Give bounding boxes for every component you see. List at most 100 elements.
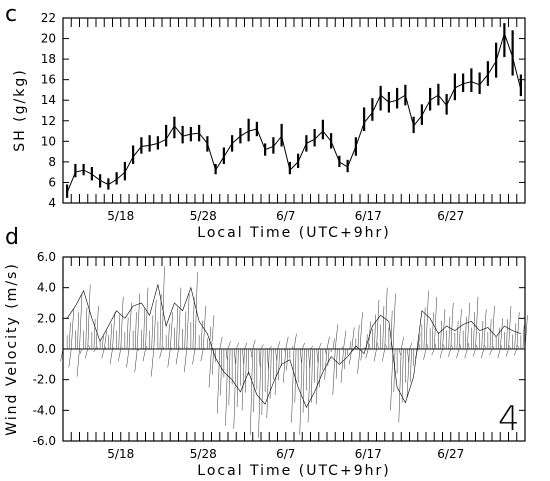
wind-vector bbox=[233, 348, 237, 429]
wind-vector bbox=[192, 348, 196, 365]
wind-vector bbox=[406, 348, 410, 399]
wind-vector bbox=[522, 325, 525, 350]
wind-vector bbox=[516, 312, 520, 350]
y-tick-label: 0.0 bbox=[37, 342, 56, 356]
wind-vector bbox=[244, 342, 248, 350]
wind-vector bbox=[316, 348, 319, 363]
wind-vector bbox=[332, 348, 336, 396]
wind-vector bbox=[128, 302, 132, 350]
wind-vector bbox=[275, 348, 277, 361]
wind-vector bbox=[291, 345, 294, 350]
wind-vector bbox=[497, 348, 501, 359]
wind-vector bbox=[357, 348, 361, 374]
wind-vector bbox=[212, 348, 214, 375]
wind-vector bbox=[113, 347, 115, 350]
x-tick-label: 6/7 bbox=[276, 447, 295, 461]
wind-vector bbox=[434, 343, 437, 350]
wind-vector bbox=[417, 333, 421, 350]
wind-vector bbox=[184, 311, 187, 350]
wind-vector bbox=[473, 312, 475, 350]
wind-vector bbox=[316, 348, 319, 405]
wind-vector bbox=[236, 348, 239, 408]
wind-vector bbox=[87, 284, 91, 350]
wind-vector bbox=[95, 306, 99, 350]
wind-vector bbox=[335, 348, 338, 379]
wind-vector bbox=[179, 346, 181, 350]
wind-vector bbox=[93, 348, 97, 353]
wind-vector bbox=[343, 330, 347, 350]
wind-vector bbox=[137, 293, 140, 350]
wind-vector bbox=[500, 345, 503, 350]
wind-vector bbox=[245, 348, 247, 393]
panel-c-x-tick-labels: 5/18 5/28 6/7 6/17 6/27 bbox=[107, 209, 464, 223]
wind-vector bbox=[308, 348, 310, 369]
wind-vector bbox=[440, 320, 442, 350]
y-tick-label: 16 bbox=[41, 73, 56, 87]
wind-vector bbox=[374, 314, 376, 350]
wind-vector bbox=[252, 339, 256, 350]
wind-vector bbox=[509, 345, 511, 350]
wind-vector bbox=[335, 324, 338, 350]
wind-vector bbox=[200, 348, 204, 362]
wind-vector bbox=[250, 348, 253, 435]
wind-vector bbox=[349, 341, 352, 350]
wind-vector bbox=[219, 336, 223, 350]
y-tick-label: 20 bbox=[41, 32, 56, 46]
wind-vector bbox=[368, 343, 371, 350]
wind-vector bbox=[491, 306, 495, 350]
y-tick-label: 8 bbox=[48, 155, 56, 169]
wind-vector bbox=[431, 348, 435, 356]
wind-vector bbox=[385, 344, 388, 350]
wind-vector bbox=[407, 348, 409, 363]
wind-vector bbox=[293, 333, 297, 350]
wind-vector bbox=[170, 347, 173, 350]
wind-vector bbox=[351, 327, 355, 350]
wind-vector bbox=[258, 348, 261, 368]
wind-vector bbox=[376, 299, 380, 350]
wind-vector bbox=[476, 344, 478, 350]
wind-vector bbox=[217, 348, 220, 414]
wind-vector bbox=[409, 342, 413, 350]
wind-vector bbox=[497, 327, 500, 350]
wind-vector bbox=[120, 296, 124, 350]
wind-vector bbox=[225, 348, 228, 360]
wind-vector bbox=[467, 302, 470, 350]
x-tick-label: 5/18 bbox=[107, 447, 134, 461]
wind-vector bbox=[505, 348, 509, 357]
wind-vector bbox=[109, 348, 113, 365]
wind-vector bbox=[484, 345, 487, 350]
wind-vector bbox=[167, 323, 170, 350]
wind-vector bbox=[68, 322, 71, 350]
wind-vector bbox=[431, 312, 434, 350]
wind-vector bbox=[225, 348, 229, 426]
y-tick-label: -4.0 bbox=[33, 403, 56, 417]
wind-vector bbox=[425, 290, 429, 350]
wind-vector bbox=[278, 348, 280, 381]
wind-vector bbox=[423, 307, 426, 350]
wind-vector bbox=[283, 348, 286, 352]
wind-vector bbox=[285, 336, 289, 350]
wind-vector bbox=[324, 348, 327, 354]
wind-vector bbox=[439, 348, 443, 359]
wind-vector bbox=[332, 338, 335, 350]
wind-vector bbox=[318, 342, 322, 350]
series-line bbox=[66, 31, 522, 193]
y-tick-label: 10 bbox=[41, 134, 56, 148]
wind-vector bbox=[352, 348, 355, 352]
wind-vector bbox=[311, 348, 313, 403]
wind-vector bbox=[79, 293, 83, 350]
wind-vector bbox=[500, 318, 503, 350]
wind-vector bbox=[489, 319, 492, 350]
wind-vector bbox=[443, 344, 445, 350]
series-line bbox=[66, 284, 522, 409]
wind-vector bbox=[126, 317, 129, 350]
wind-vector bbox=[110, 323, 112, 350]
wind-vector bbox=[85, 348, 88, 359]
wind-vector bbox=[142, 348, 146, 362]
wind-vector bbox=[203, 348, 206, 350]
wind-vector bbox=[458, 309, 462, 350]
wind-vector bbox=[85, 307, 88, 350]
wind-vector bbox=[448, 316, 451, 350]
wind-vector bbox=[481, 321, 484, 350]
wind-vector bbox=[517, 345, 520, 350]
